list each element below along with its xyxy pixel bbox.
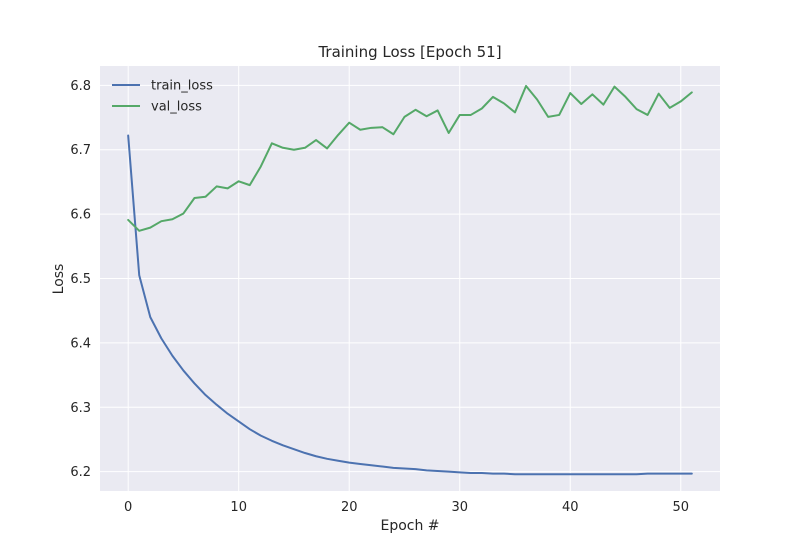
legend-label-val-loss: val_loss bbox=[151, 100, 202, 115]
x-tick-label: 30 bbox=[451, 500, 468, 515]
x-tick-label: 20 bbox=[341, 500, 358, 515]
legend-label-train-loss: train_loss bbox=[151, 79, 213, 94]
y-tick-label: 6.8 bbox=[70, 79, 91, 94]
series-line-val-loss bbox=[127, 84, 693, 232]
y-axis-label: Loss bbox=[51, 264, 67, 295]
series-lines bbox=[127, 84, 693, 476]
y-tick-label: 6.5 bbox=[70, 272, 91, 287]
y-axis-ticks: 6.2 6.3 6.4 6.5 6.6 6.7 6.8 bbox=[70, 79, 91, 480]
series-line-train-loss bbox=[127, 134, 693, 476]
y-tick-label: 6.6 bbox=[70, 208, 91, 223]
x-axis-ticks: 0 10 20 30 40 50 bbox=[124, 500, 689, 515]
y-tick-label: 6.7 bbox=[70, 143, 91, 158]
x-tick-label: 10 bbox=[230, 500, 247, 515]
x-tick-label: 0 bbox=[124, 500, 132, 515]
y-tick-label: 6.4 bbox=[70, 336, 91, 351]
x-axis-label: Epoch # bbox=[380, 518, 439, 534]
grid-lines bbox=[100, 66, 720, 491]
y-tick-label: 6.2 bbox=[70, 465, 91, 480]
x-tick-label: 50 bbox=[672, 500, 689, 515]
chart-title: Training Loss [Epoch 51] bbox=[317, 43, 501, 61]
legend: train_loss val_loss bbox=[112, 79, 213, 115]
x-tick-label: 40 bbox=[562, 500, 579, 515]
y-tick-label: 6.3 bbox=[70, 401, 91, 416]
